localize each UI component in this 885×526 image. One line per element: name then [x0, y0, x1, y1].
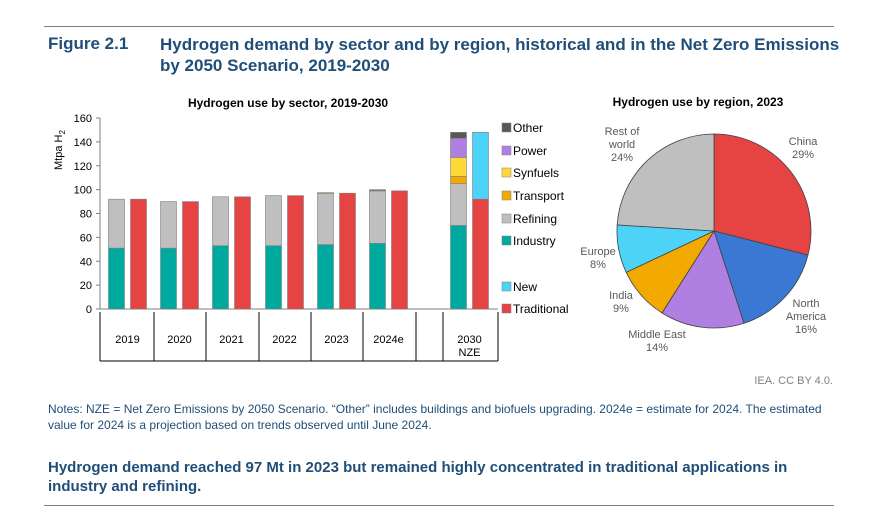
y-tick-label: 80 — [80, 209, 92, 221]
pie-label-name: Rest of — [605, 126, 641, 138]
summary-text: Hydrogen demand reached 97 Mt in 2023 bu… — [48, 459, 788, 495]
bar-traditional-2030 — [472, 198, 489, 310]
category-label: 2023 — [324, 334, 348, 346]
category-label: 2021 — [219, 334, 243, 346]
legend-label-synfuels: Synfuels — [513, 166, 559, 180]
pie-slice-rest-of-world — [616, 133, 715, 232]
bar-traditional-2022 — [287, 195, 304, 310]
legend-swatch-transport — [501, 190, 512, 201]
pie-label-name: America — [786, 311, 827, 323]
legend-swatch-refining — [501, 213, 512, 224]
legend-swatch-new — [501, 281, 512, 292]
legend-label-refining: Refining — [513, 212, 557, 226]
bottom-rule — [44, 505, 834, 506]
pie-label-pct: 8% — [590, 259, 606, 271]
legend-label-traditional: Traditional — [513, 302, 569, 316]
bar-other-2024e — [369, 189, 386, 191]
bar-traditional-2021 — [234, 196, 251, 310]
bar-industry-2024e — [369, 243, 386, 310]
y-tick-label: 20 — [80, 280, 92, 292]
y-tick-label: 160 — [74, 113, 92, 125]
legend-label-new: New — [513, 280, 537, 294]
category-label: NZE — [459, 347, 481, 359]
legend-label-other: Other — [513, 121, 543, 135]
bar-other-2030 — [450, 132, 467, 139]
bar-refining-2020 — [160, 201, 177, 249]
category-label: 2019 — [115, 334, 139, 346]
bar-traditional-2023 — [339, 192, 356, 310]
bar-industry-2020 — [160, 247, 177, 310]
hydrogen-charts: Hydrogen use by sector, 2019-2030 0 20 40 60… — [53, 95, 827, 362]
credit-text: IEA. CC BY 4.0. — [754, 375, 833, 387]
legend-swatch-industry — [501, 235, 512, 246]
pie-label-pct: 24% — [611, 152, 633, 164]
bar-refining-2023 — [317, 192, 334, 245]
pie-label-pct: 14% — [646, 342, 668, 354]
bar-refining-2030 — [450, 183, 467, 226]
pie-label-name: Europe — [580, 246, 615, 258]
legend-swatch-power — [501, 145, 512, 156]
legend-swatch-other — [501, 122, 512, 133]
pie-slice-middle-east — [661, 230, 745, 329]
y-axis-label-subscript: 2 — [58, 129, 67, 134]
bar-refining-2022 — [265, 195, 282, 247]
bar-refining-2019 — [108, 198, 125, 249]
legend-label-transport: Transport — [513, 189, 565, 203]
category-label: 2024e — [373, 334, 404, 346]
y-axis-label: Mtpa H2 — [53, 129, 67, 169]
figure-label: Figure 2.1 — [48, 34, 129, 53]
pie-slice-north-america — [713, 230, 809, 324]
pie-label-name: Middle East — [628, 329, 685, 341]
bar-synfuels-2030 — [450, 157, 467, 177]
bar-industry-2023 — [317, 244, 334, 310]
bar-industry-2022 — [265, 245, 282, 310]
legend-label-industry: Industry — [513, 234, 556, 248]
pie-label-name: India — [609, 290, 634, 302]
pie-label-name: China — [789, 136, 819, 148]
pie-label-pct: 16% — [795, 324, 817, 336]
y-tick-label: 40 — [80, 256, 92, 268]
bar-traditional-2019 — [130, 198, 147, 310]
legend-swatch-traditional — [501, 303, 512, 314]
y-tick-label: 60 — [80, 232, 92, 244]
legend-swatch-synfuels — [501, 167, 512, 178]
pie-slice-china — [713, 133, 812, 256]
legend-label-power: Power — [513, 144, 547, 158]
bar-refining-2024e — [369, 190, 386, 244]
pie-label-name: North — [793, 298, 820, 310]
bar-transport-2030 — [450, 176, 467, 184]
pie-label-pct: 9% — [613, 303, 629, 315]
bar-chart-title: Hydrogen use by sector, 2019-2030 — [188, 96, 388, 110]
category-label: 2020 — [167, 334, 191, 346]
y-tick-label: 140 — [74, 137, 92, 149]
bar-new-2030 — [472, 132, 489, 200]
top-rule — [44, 26, 834, 27]
y-tick-label: 100 — [74, 185, 92, 197]
pie-label-pct: 29% — [792, 149, 814, 161]
bar-power-2030 — [450, 137, 467, 158]
bar-traditional-2020 — [182, 201, 199, 310]
bar-transport-2023 — [317, 192, 334, 194]
figure-title: Hydrogen demand by sector and by region,… — [160, 35, 840, 75]
bar-industry-2019 — [108, 247, 125, 310]
bar-traditional-2024e — [391, 190, 408, 310]
y-tick-label: 0 — [86, 304, 92, 316]
y-tick-label: 120 — [74, 161, 92, 173]
notes-text: Notes: NZE = Net Zero Emissions by 2050 … — [48, 402, 822, 432]
pie-label-name: world — [608, 139, 635, 151]
category-label: 2022 — [272, 334, 296, 346]
bar-industry-2021 — [212, 245, 229, 310]
pie-chart-title: Hydrogen use by region, 2023 — [613, 95, 784, 109]
category-label: 2030 — [457, 334, 481, 346]
bar-refining-2021 — [212, 196, 229, 247]
bar-industry-2030 — [450, 225, 467, 310]
